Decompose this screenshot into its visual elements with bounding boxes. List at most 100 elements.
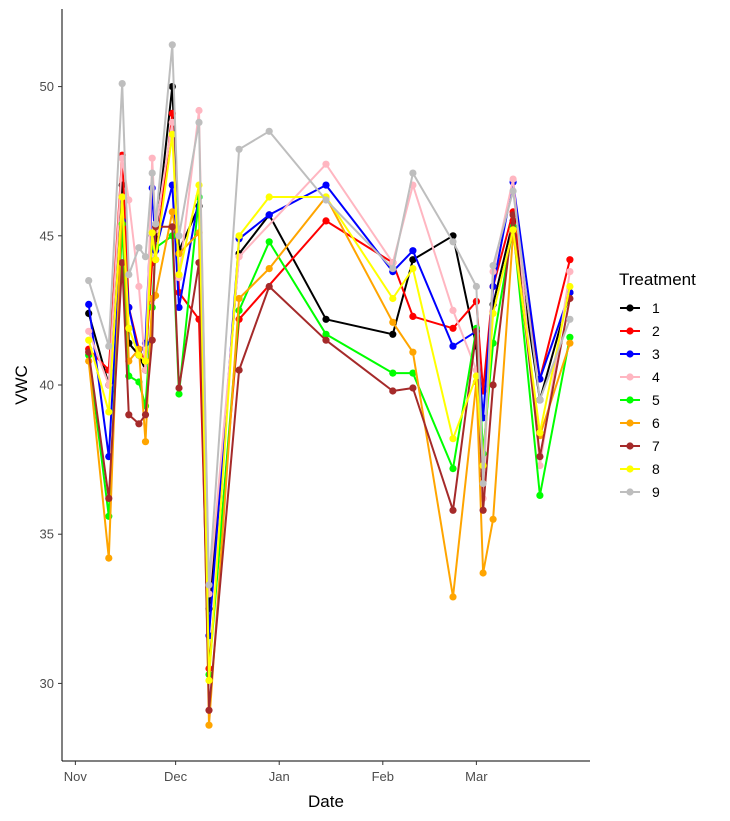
series-line-6 (87, 196, 571, 727)
series-point-8 (195, 181, 203, 189)
series-point-7 (175, 384, 183, 392)
series-point-9 (472, 282, 480, 291)
legend-label: 7 (652, 438, 660, 454)
x-tick-label: Nov (64, 769, 88, 784)
series-point-9 (322, 196, 330, 204)
x-tick-label: Mar (465, 769, 488, 784)
series-point-4 (85, 327, 93, 335)
series-point-9 (118, 80, 126, 88)
series-point-9 (168, 41, 176, 49)
series-point-6 (205, 721, 213, 729)
legend-key-point (626, 350, 634, 358)
series-point-9 (389, 265, 397, 273)
series-point-8 (265, 193, 273, 201)
series-point-4 (135, 282, 143, 291)
series-point-9 (235, 145, 243, 153)
series-point-6 (389, 318, 397, 326)
series-point-3 (322, 181, 330, 189)
legend-item-2: 2 (620, 323, 660, 339)
y-tick-label: 45 (40, 228, 54, 243)
series-point-3 (85, 300, 93, 308)
series-point-6 (409, 348, 417, 356)
x-tick-label: Dec (164, 769, 188, 784)
series-point-9 (152, 220, 160, 228)
series-point-4 (449, 306, 457, 314)
series-point-3 (409, 247, 417, 255)
legend-label: 5 (652, 392, 660, 408)
series-point-8 (205, 676, 213, 685)
series-1 (85, 83, 574, 613)
series-point-5 (566, 333, 574, 341)
series-point-9 (509, 187, 517, 195)
series-point-9 (536, 396, 544, 404)
series-point-4 (322, 160, 330, 168)
series-point-7 (168, 223, 176, 231)
series-point-9 (148, 169, 156, 177)
series-point-5 (265, 238, 273, 246)
series-point-5 (449, 465, 457, 473)
series-point-2 (566, 256, 574, 264)
legend-key-point (626, 327, 634, 335)
x-ticks: Nov Dec Jan Feb Mar (64, 761, 488, 784)
series-point-1 (322, 315, 330, 323)
series-point-8 (175, 271, 183, 279)
series-point-7 (489, 381, 497, 389)
series-point-8 (105, 408, 113, 416)
legend-item-4: 4 (620, 369, 660, 385)
series-point-7 (135, 420, 143, 428)
series-point-8 (168, 130, 176, 138)
series-point-2 (449, 324, 457, 332)
series-point-6 (265, 265, 273, 273)
legend-item-5: 5 (620, 392, 660, 408)
series-point-2 (322, 217, 330, 225)
legend-key-point (626, 465, 634, 473)
legend-key-point (626, 419, 634, 427)
series-5 (85, 193, 574, 679)
series-point-8 (85, 336, 93, 344)
legend-item-3: 3 (620, 346, 660, 362)
legend-label: 9 (652, 484, 660, 500)
series-point-9 (85, 277, 93, 285)
series-point-8 (141, 357, 150, 365)
legend-label: 6 (652, 415, 660, 431)
legend-key-point (626, 396, 634, 404)
legend-label: 8 (652, 461, 660, 477)
series-9 (85, 41, 574, 589)
series-point-6 (449, 593, 457, 601)
series-point-9 (449, 238, 457, 246)
legend-title: Treatment (619, 270, 696, 289)
legend-label: 1 (652, 300, 660, 316)
series-point-1 (409, 256, 417, 264)
legend-label: 3 (652, 346, 660, 362)
y-tick-label: 30 (40, 676, 54, 691)
series-point-7 (205, 706, 213, 714)
series-point-7 (509, 211, 517, 219)
series-point-9 (125, 271, 133, 279)
series-point-9 (479, 479, 487, 488)
series-point-4 (148, 154, 156, 162)
legend-key-point (626, 488, 634, 496)
legend-item-1: 1 (620, 300, 660, 316)
legend: Treatment 1 2 3 4 5 6 7 8 9 (619, 270, 696, 500)
series-point-9 (489, 262, 497, 270)
series-point-7 (141, 411, 150, 419)
legend-item-7: 7 (620, 438, 660, 454)
series-point-8 (409, 265, 417, 273)
series-point-6 (141, 438, 150, 446)
series-point-8 (152, 256, 160, 264)
series-point-9 (265, 127, 273, 135)
series-point-3 (265, 211, 273, 219)
series-point-6 (489, 515, 497, 523)
series-line-8 (87, 133, 571, 682)
x-tick-label: Feb (372, 769, 394, 784)
series-point-3 (449, 342, 457, 350)
series-point-2 (409, 312, 417, 320)
x-axis-title: Date (308, 792, 344, 811)
series-layer (85, 41, 574, 729)
series-point-4 (509, 175, 517, 183)
series-point-5 (175, 390, 183, 398)
series-point-7 (118, 259, 126, 267)
series-point-7 (148, 336, 156, 344)
legend-item-9: 9 (620, 484, 660, 500)
y-axis-title: VWC (12, 365, 31, 405)
